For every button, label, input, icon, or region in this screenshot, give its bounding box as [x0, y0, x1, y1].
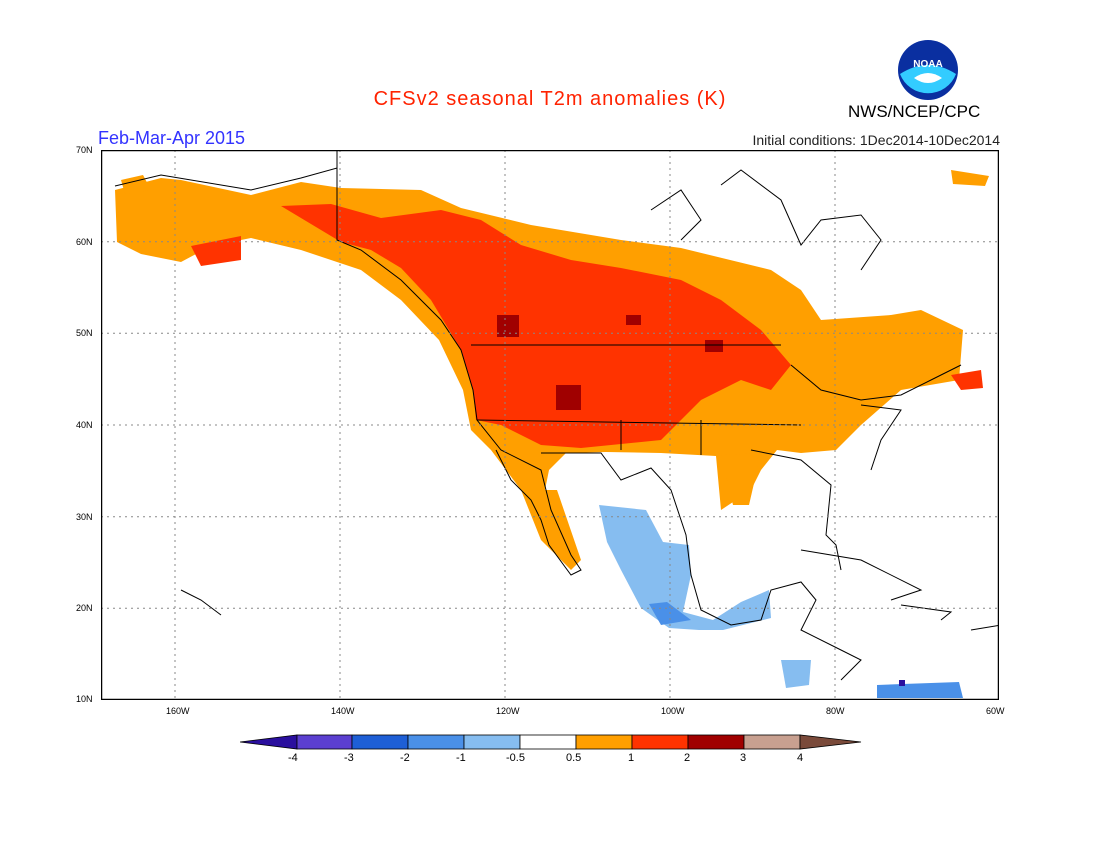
- lon-label: 120W: [496, 706, 520, 716]
- lon-label: 100W: [661, 706, 685, 716]
- colorbar-cell: [687, 734, 745, 750]
- colorbar-cell: [631, 734, 689, 750]
- strong-warm-anomaly-region: [191, 204, 983, 448]
- colorbar-arrow-high: [799, 734, 862, 750]
- colorbar-label: -4: [288, 752, 298, 764]
- grid: [101, 150, 999, 700]
- map-frame: [101, 150, 999, 700]
- cool-anomaly-region: [599, 505, 963, 698]
- noaa-logo: NOAA: [898, 40, 958, 100]
- colorbar-label: 3: [740, 752, 747, 764]
- map-title: CFSv2 seasonal T2m anomalies (K): [373, 88, 727, 110]
- lat-label: 30N: [76, 512, 93, 522]
- colorbar-label: 4: [797, 752, 804, 764]
- colorbar-cell: [575, 734, 633, 750]
- initial-conditions: Initial conditions: 1Dec2014-10Dec2014: [752, 132, 1001, 148]
- colorbar-cell: [519, 734, 577, 750]
- colorbar-cell: [407, 734, 465, 750]
- colorbar-cell: [296, 734, 353, 750]
- coastlines: [114, 150, 999, 681]
- colorbar-label: -1: [456, 752, 466, 764]
- lat-label: 40N: [76, 420, 93, 430]
- colorbar-arrow-low: [240, 734, 298, 750]
- colorbar-label: -3: [344, 752, 354, 764]
- lon-label: 140W: [331, 706, 355, 716]
- lon-label: 160W: [166, 706, 190, 716]
- lon-label: 80W: [826, 706, 845, 716]
- forecast-period: Feb-Mar-Apr 2015: [98, 128, 246, 148]
- lon-label: 60W: [986, 706, 1005, 716]
- lat-label: 10N: [76, 694, 93, 704]
- colorbar-label: -0.5: [506, 752, 525, 764]
- anomaly-map: [101, 150, 999, 700]
- lat-label: 60N: [76, 237, 93, 247]
- extreme-warm-spots: [497, 315, 905, 686]
- colorbar-label: 1: [628, 752, 635, 764]
- colorbar: [240, 734, 862, 750]
- colorbar-cell: [351, 734, 409, 750]
- lat-label: 50N: [76, 328, 93, 338]
- colorbar-label: 2: [684, 752, 691, 764]
- colorbar-label: -2: [400, 752, 410, 764]
- organization-label: NWS/NCEP/CPC: [848, 102, 981, 121]
- colorbar-cell: [743, 734, 801, 750]
- colorbar-cell: [463, 734, 521, 750]
- noaa-logo-text: NOAA: [913, 59, 942, 70]
- lat-label: 20N: [76, 603, 93, 613]
- lat-label: 70N: [76, 145, 93, 155]
- colorbar-label: 0.5: [566, 752, 582, 764]
